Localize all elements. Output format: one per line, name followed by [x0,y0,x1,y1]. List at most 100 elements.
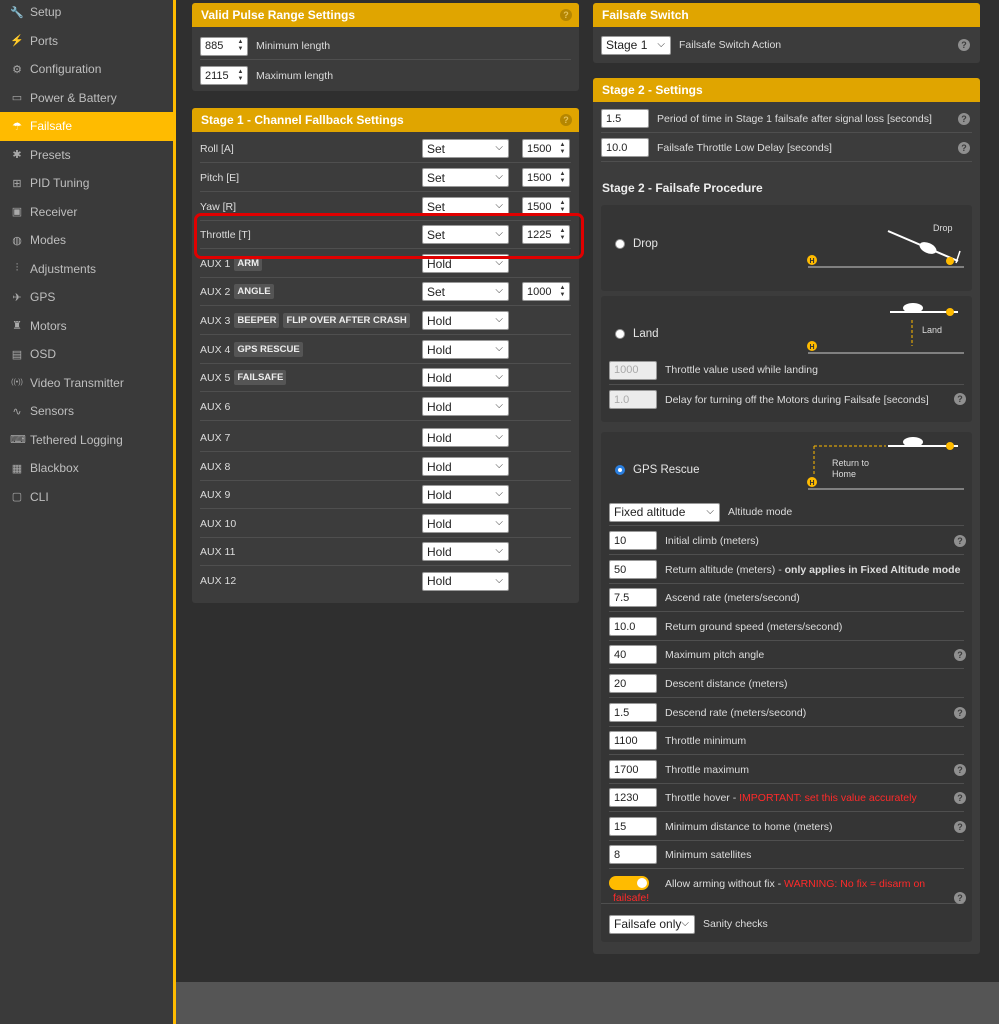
sidebar-item-ports[interactable]: ⚡ Ports [0,27,173,56]
throttle-low-delay-input[interactable]: 10.0 [601,138,649,157]
fallback-mode-select[interactable]: Hold ⌵ [422,485,509,504]
landing-throttle-input[interactable]: 1000 [609,360,657,380]
help-icon[interactable]: ? [954,393,966,405]
spinner-icon[interactable]: ▲ ▼ [237,68,244,82]
fallback-mode-select[interactable]: Set ⌵ [422,282,509,301]
sidebar-item-gps[interactable]: ✈ GPS [0,283,173,312]
sidebar-item-adjustments[interactable]: ⫶ Adjustments [0,255,173,284]
max-length-input[interactable]: 2115 ▲ ▼ [200,66,248,85]
sidebar-item-power-battery[interactable]: ▭ Power & Battery [0,84,173,113]
fallback-mode-select[interactable]: Hold ⌵ [422,368,509,387]
landing-throttle-label: Throttle value used while landing [665,364,818,376]
sidebar-item-motors[interactable]: ♜ Motors [0,312,173,341]
fallback-mode-select[interactable]: Set ⌵ [422,225,509,244]
fallback-mode-select[interactable]: Set ⌵ [422,168,509,187]
gps-field-input[interactable]: 1700 [609,760,657,779]
help-icon[interactable]: ? [560,9,572,21]
help-icon[interactable]: ? [954,707,966,719]
help-icon[interactable]: ? [954,535,966,547]
channel-label: AUX 4 [200,343,231,356]
motor-off-delay-input[interactable]: 1.0 [609,390,657,409]
spinner-icon[interactable]: ▲ ▼ [559,141,566,155]
fallback-mode-select[interactable]: Set ⌵ [422,139,509,158]
land-diagram-label: Land [922,325,942,335]
gps-field-input[interactable]: 1230 [609,788,657,807]
spinner-icon[interactable]: ▲ ▼ [559,227,566,241]
gps-rescue-radio[interactable] [615,465,625,475]
sidebar-item-video-transmitter[interactable]: ((•)) Video Transmitter [0,369,173,398]
fallback-mode-select[interactable]: Hold ⌵ [422,340,509,359]
fallback-mode-select[interactable]: Hold ⌵ [422,311,509,330]
fallback-mode-select[interactable]: Hold ⌵ [422,428,509,447]
chevron-down-icon: ⌵ [657,38,665,50]
spinner-icon[interactable]: ▲ ▼ [559,170,566,184]
help-icon[interactable]: ? [958,142,970,154]
sidebar-item-failsafe[interactable]: ☂ Failsafe [0,112,173,141]
arming-warning-text: WARNING: No fix = disarm on [784,878,926,890]
drop-radio[interactable] [615,239,625,249]
spinner-icon[interactable]: ▲ ▼ [559,199,566,213]
sidebar-item-pid-tuning[interactable]: ⊞ PID Tuning [0,169,173,198]
fallback-mode-select[interactable]: Hold ⌵ [422,571,509,591]
gps-field-input[interactable]: 10.0 [609,617,657,636]
gps-field-input[interactable]: 20 [609,674,657,693]
gps-field-input[interactable]: 15 [609,817,657,836]
gps-field-input[interactable]: 8 [609,845,657,864]
chevron-down-icon: ⌵ [495,314,503,325]
gps-field-label: Minimum satellites [665,848,752,861]
drop-radio-row[interactable]: Drop [615,238,658,250]
allow-arming-toggle[interactable] [609,876,649,890]
fallback-value-input[interactable]: 1500 ▲ ▼ [522,197,570,216]
help-icon[interactable]: ? [954,764,966,776]
land-radio-row[interactable]: Land [615,328,659,340]
spinner-icon[interactable]: ▲ ▼ [559,284,566,298]
help-icon[interactable]: ? [958,39,970,51]
gps-field-input[interactable]: 1100 [609,731,657,750]
min-length-input[interactable]: 885 ▲ ▼ [200,36,248,56]
chevron-down-icon: ⌵ [706,505,714,517]
stage1-period-input[interactable]: 1.5 [601,109,649,128]
sanity-checks-select[interactable]: Failsafe only ⌵ [609,914,695,934]
fallback-value-input[interactable]: 1225 ▲ ▼ [522,225,570,244]
mode-tag: GPS RESCUE [234,342,303,357]
fallback-mode-select[interactable]: Hold ⌵ [422,542,509,561]
sidebar-item-tethered-logging[interactable]: ⌨ Tethered Logging [0,426,173,455]
pulse-range-title: Valid Pulse Range Settings [201,8,356,22]
sidebar-item-configuration[interactable]: ⚙ Configuration [0,55,173,84]
gps-field-input[interactable]: 1.5 [609,703,657,722]
sidebar-item-blackbox[interactable]: ▦ Blackbox [0,454,173,483]
help-icon[interactable]: ? [954,821,966,833]
sidebar-item-modes[interactable]: ◍ Modes [0,226,173,255]
spinner-icon[interactable]: ▲ ▼ [237,39,244,52]
help-icon[interactable]: ? [954,892,966,904]
sidebar-item-setup[interactable]: 🔧 Setup [0,0,173,27]
fallback-mode-select[interactable]: Hold ⌵ [422,514,509,533]
gps-field-input[interactable]: 50 [609,560,657,579]
sidebar-item-receiver[interactable]: ▣ Receiver [0,198,173,227]
help-icon[interactable]: ? [958,113,970,125]
broadcast-icon: ((•)) [11,379,23,387]
sidebar-item-osd[interactable]: ▤ OSD [0,340,173,369]
sidebar-item-sensors[interactable]: ∿ Sensors [0,397,173,426]
fallback-mode-select[interactable]: Hold ⌵ [422,397,509,416]
fallback-value-input[interactable]: 1500 ▲ ▼ [522,168,570,187]
failsafe-switch-select[interactable]: Stage 1 ⌵ [601,35,671,55]
fallback-value-input[interactable]: 1500 ▲ ▼ [522,139,570,158]
gps-rescue-radio-row[interactable]: GPS Rescue [615,464,699,476]
fallback-value-input[interactable]: 1000 ▲ ▼ [522,282,570,301]
gps-field-input[interactable]: 10 [609,531,657,550]
keyboard-icon: ⌨ [10,434,26,447]
help-icon[interactable]: ? [954,792,966,804]
gps-field-input[interactable]: 7.5 [609,588,657,607]
sidebar-item-cli[interactable]: ▢ CLI [0,483,173,512]
help-icon[interactable]: ? [560,114,572,126]
sidebar-item-presets[interactable]: ✱ Presets [0,141,173,170]
land-radio[interactable] [615,329,625,339]
altitude-mode-select[interactable]: Fixed altitude ⌵ [609,502,720,522]
mode-tag: FLIP OVER AFTER CRASH [283,313,410,328]
fallback-mode-select[interactable]: Hold ⌵ [422,457,509,476]
fallback-mode-select[interactable]: Set ⌵ [422,197,509,216]
help-icon[interactable]: ? [954,649,966,661]
gps-field-input[interactable]: 40 [609,645,657,664]
modes-icon: ◍ [12,234,22,247]
